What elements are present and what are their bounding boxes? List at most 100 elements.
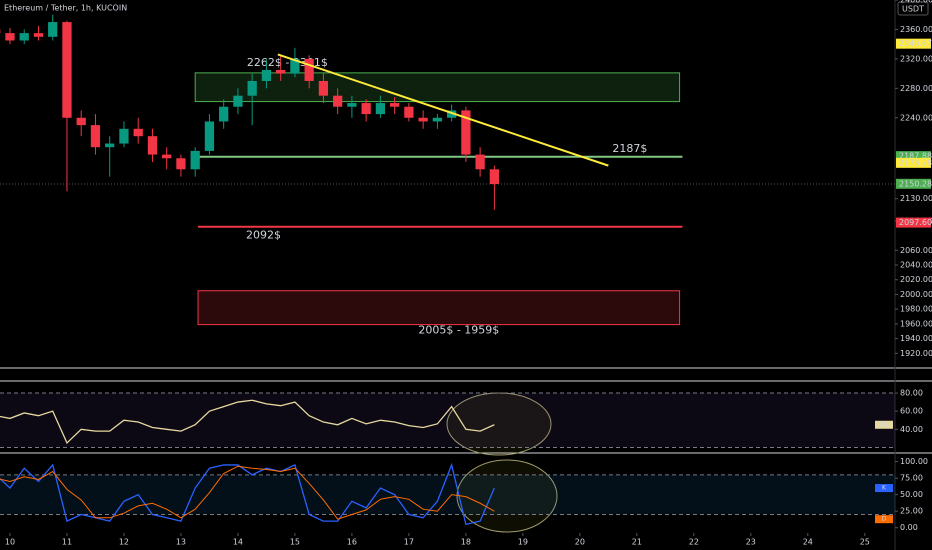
candle-body <box>33 33 44 37</box>
indicator-line <box>0 465 495 520</box>
x-tick-label: 22 <box>689 538 699 547</box>
candle-body <box>48 22 58 37</box>
y-tick-label: 2000.00 <box>900 290 932 299</box>
y-tick-label: 2060.00 <box>900 246 932 255</box>
y-tick-label: 2130.00 <box>900 194 932 203</box>
y-tick-label: 75.00 <box>900 474 923 483</box>
x-tick-label: 13 <box>176 538 186 547</box>
series-tag-label: K <box>882 485 887 492</box>
price-tag <box>896 178 931 189</box>
candle-body <box>461 110 471 155</box>
candle-body <box>475 154 485 170</box>
indicator-line <box>0 462 495 526</box>
candle-body <box>105 143 115 148</box>
x-tick-label: 24 <box>803 538 813 547</box>
candle-body <box>162 154 172 159</box>
price-tag <box>896 151 931 162</box>
indicator-band <box>0 392 895 448</box>
series-tag <box>875 484 893 493</box>
series-tag <box>875 420 893 429</box>
y-tick-label: 40.00 <box>900 425 923 434</box>
chart-title: Ethereum / Tether, 1h, KUCOIN <box>4 4 127 13</box>
series-tag-label: D <box>882 516 887 523</box>
x-tick-label: 19 <box>518 538 528 547</box>
y-tick-label: 2320.00 <box>900 54 932 63</box>
y-tick-label: 2400.00 <box>900 0 932 5</box>
y-tick-label: 80.00 <box>900 388 923 397</box>
candle-body <box>62 22 72 118</box>
candle-body <box>347 103 357 107</box>
candle-body <box>489 169 500 185</box>
candle-body <box>432 117 443 122</box>
candle-body <box>147 136 158 155</box>
candle-body <box>333 95 343 107</box>
candle-body <box>404 106 414 118</box>
x-tick-label: 11 <box>62 538 72 547</box>
y-tick-label: 2360.00 <box>900 25 932 34</box>
indicator-band <box>0 474 895 515</box>
currency-box[interactable] <box>897 1 929 16</box>
candle-body <box>390 103 400 107</box>
y-tick-label: 60.00 <box>900 407 923 416</box>
y-tick-label: 50.00 <box>900 490 923 499</box>
trendline <box>277 53 609 167</box>
level-label: 2092$ <box>246 229 281 242</box>
series-tag-label: RSI <box>879 421 889 428</box>
x-tick-label: 17 <box>404 538 414 547</box>
level-label: 2187$ <box>612 142 647 155</box>
x-tick-label: 15 <box>290 538 300 547</box>
candle-body <box>190 150 200 170</box>
x-tick-label: 20 <box>575 538 585 547</box>
y-tick-label: 1980.00 <box>900 305 932 314</box>
candle-body <box>261 69 272 81</box>
y-tick-label: 25.00 <box>900 507 923 516</box>
y-tick-label: 100.00 <box>900 457 928 466</box>
candle-body <box>233 95 243 107</box>
x-tick-label: 10 <box>5 538 15 547</box>
candle-body <box>204 121 215 151</box>
x-tick-label: 12 <box>119 538 129 547</box>
candle-body <box>5 33 15 41</box>
price-tag-label: 2097.60 <box>899 218 932 227</box>
x-tick-label: 18 <box>461 538 471 547</box>
y-tick-label: 1920.00 <box>900 349 932 358</box>
candle-body <box>90 125 101 148</box>
price-tag <box>896 157 931 168</box>
y-tick-label: 2020.00 <box>900 275 932 284</box>
candle-body <box>133 128 143 137</box>
x-tick-label: 16 <box>347 538 357 547</box>
candle-body <box>418 117 428 122</box>
price-tag-label: 2187.88 <box>899 152 932 161</box>
x-tick-label: 25 <box>860 538 870 547</box>
candle-body <box>76 117 86 126</box>
y-tick-label: 2280.00 <box>900 84 932 93</box>
candle-body <box>290 58 300 74</box>
candle-body <box>276 69 286 74</box>
candle-body <box>19 33 29 41</box>
y-tick-label: 1940.00 <box>900 334 932 343</box>
currency[interactable]: USDT <box>902 5 924 14</box>
zone <box>197 290 681 326</box>
candle-body <box>247 80 257 96</box>
price-tag-label: 2150.28 <box>899 179 932 188</box>
y-tick-label: 0.00 <box>900 523 918 532</box>
x-tick-label: 21 <box>632 538 642 547</box>
series-tag <box>875 515 893 524</box>
candle-body <box>176 158 186 170</box>
candle-body <box>361 103 371 115</box>
candle-body <box>304 58 314 81</box>
price-tag-label: 2340.67 <box>899 39 932 48</box>
price-tag-label: 2178.78 <box>899 158 932 167</box>
y-tick-label: 2240.00 <box>900 113 932 122</box>
candle-body <box>119 128 129 144</box>
zone-label: 2005$ - 1959$ <box>418 324 499 337</box>
x-tick-label: 23 <box>746 538 756 547</box>
price-tag <box>896 38 931 49</box>
candle-body <box>219 106 229 122</box>
y-tick-label: 1960.00 <box>900 319 932 328</box>
indicator-line <box>0 399 495 445</box>
y-tick-label: 2040.00 <box>900 260 932 269</box>
candle-body <box>375 103 386 115</box>
